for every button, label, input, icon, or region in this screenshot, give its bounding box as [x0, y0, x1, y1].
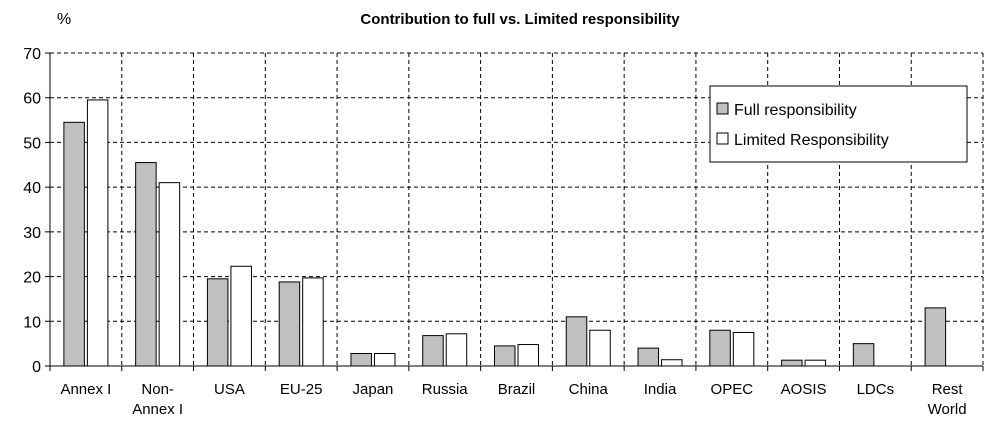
- legend-box: [709, 85, 968, 163]
- legend-entry: Full responsibility: [734, 102, 857, 119]
- x-tick-label: Non-: [141, 381, 174, 398]
- x-tick-label: World: [928, 401, 967, 418]
- bar-full-responsibility: [422, 335, 444, 367]
- x-tick-label: Japan: [353, 381, 394, 398]
- bar-full-responsibility: [278, 281, 301, 367]
- y-tick-label: 0: [32, 359, 41, 376]
- bar-limited-responsibility: [302, 277, 324, 367]
- bar-limited-responsibility: [589, 329, 611, 367]
- y-tick-label: 30: [23, 225, 41, 242]
- y-tick-label: 50: [23, 135, 41, 152]
- bar-limited-responsibility: [661, 359, 683, 367]
- plot-area: 0 10 20 30 40 50 60 70 Annex I Non- Annex I USA EU-2…: [23, 46, 984, 418]
- x-tick-label: India: [644, 381, 677, 398]
- x-tick-label: LDCs: [857, 381, 895, 398]
- bar-full-responsibility: [494, 345, 516, 367]
- x-tick-label: China: [569, 381, 609, 398]
- bar-full-responsibility: [565, 316, 588, 367]
- x-tick-label: USA: [214, 381, 245, 398]
- x-tick-label: EU-25: [280, 381, 323, 398]
- bar-full-responsibility: [350, 352, 372, 367]
- bar-full-responsibility: [637, 347, 660, 367]
- x-tick-label: Brazil: [498, 381, 536, 398]
- x-tick-label: Annex I: [60, 381, 111, 398]
- chart-title: Contribution to full vs. Limited respons…: [360, 11, 680, 28]
- bar-limited-responsibility: [445, 333, 468, 367]
- legend-swatch: [716, 132, 729, 145]
- bar-limited-responsibility: [517, 344, 539, 367]
- bar-full-responsibility: [709, 329, 731, 367]
- bar-full-responsibility: [206, 278, 229, 367]
- y-axis-label: %: [57, 11, 71, 28]
- y-tick-label: 20: [23, 270, 41, 287]
- bar-full-responsibility: [63, 121, 85, 367]
- y-tick-label: 10: [23, 314, 41, 331]
- legend-entry: Limited Responsibility: [734, 132, 889, 149]
- legend-swatch: [716, 102, 729, 115]
- bar-limited-responsibility: [804, 359, 827, 367]
- x-tick-label: Annex I: [132, 401, 183, 418]
- bar-full-responsibility: [781, 359, 803, 367]
- y-tick-label: 70: [23, 46, 41, 63]
- x-tick-label: Rest: [932, 381, 964, 398]
- bar-limited-responsibility: [158, 182, 181, 367]
- bar-full-responsibility: [135, 162, 157, 367]
- x-tick-label: AOSIS: [781, 381, 827, 398]
- bar-limited-responsibility: [86, 99, 109, 367]
- bar-full-responsibility: [852, 343, 875, 367]
- bar-full-responsibility: [924, 307, 947, 367]
- y-tick-label: 60: [23, 91, 41, 108]
- bar-limited-responsibility: [373, 352, 396, 367]
- y-tick-label: 40: [23, 180, 41, 197]
- bar-limited-responsibility: [230, 265, 252, 367]
- x-tick-label: OPEC: [711, 381, 754, 398]
- legend: Full responsibility Limited Responsibilit…: [709, 85, 968, 163]
- x-tick-label: Russia: [422, 381, 469, 398]
- bar-limited-responsibility: [732, 331, 755, 367]
